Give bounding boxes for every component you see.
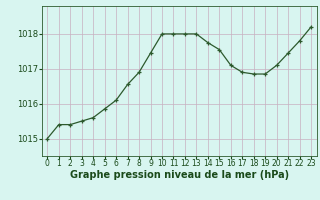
X-axis label: Graphe pression niveau de la mer (hPa): Graphe pression niveau de la mer (hPa) <box>70 170 289 180</box>
